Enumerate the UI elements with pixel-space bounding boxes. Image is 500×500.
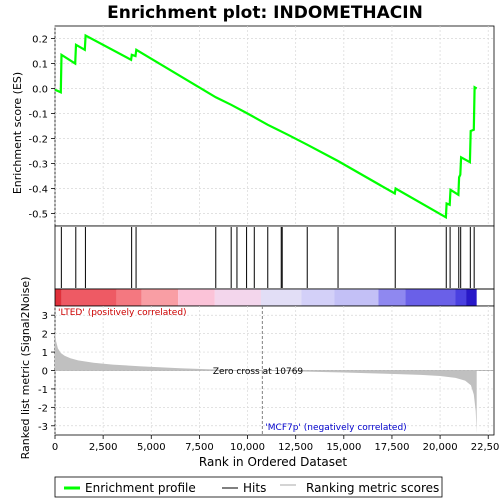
colorbar-segment: [334, 289, 379, 306]
colorbar-segment: [178, 289, 215, 306]
x-tick-label: 0: [52, 442, 58, 453]
colorbar-segment: [55, 289, 62, 306]
positive-correlation-label: 'LTED' (positively correlated): [58, 308, 187, 318]
x-tick-label: 15,000: [326, 442, 361, 453]
legend: Enrichment profile Hits Ranking metric s…: [54, 476, 443, 498]
metric-y-tick-label: 2: [42, 330, 48, 341]
hits-marks: [60, 227, 475, 288]
es-y-tick-label: -0.3: [28, 160, 48, 171]
x-tick-label: 2,500: [89, 442, 118, 453]
colorbar-segment: [455, 289, 467, 306]
negative-correlation-label: 'MCF7p' (negatively correlated): [265, 423, 406, 433]
chart-title: Enrichment plot: INDOMETHACIN: [107, 3, 423, 23]
es-y-tick-label: -0.4: [28, 185, 48, 196]
x-tick-label: 12,500: [278, 442, 313, 453]
colorbar-segment: [405, 289, 456, 306]
hits-panel: [54, 225, 495, 290]
colorbar-segment: [466, 289, 477, 306]
x-axis-label: Rank in Ordered Dataset: [199, 455, 347, 469]
colorbar-segment: [61, 289, 117, 306]
legend-frame: [54, 476, 443, 498]
colorbar-segment: [116, 289, 142, 306]
enrichment-profile-line: [54, 33, 478, 220]
es-panel-frame: [54, 25, 495, 227]
es-y-tick-label: 0.1: [32, 60, 48, 71]
metric-y-tick-label: 3: [42, 311, 48, 322]
metric-y-tick-label: 0: [42, 367, 48, 378]
es-y-ticks: 0.2 0.1 0.0 -0.1 -0.2 -0.3 -0.4 -0.5: [28, 35, 55, 221]
legend-label-metric: Ranking metric scores: [306, 481, 439, 495]
es-y-tick-label: -0.2: [28, 135, 48, 146]
x-tick-label: 5,000: [137, 442, 166, 453]
colorbar-segment: [378, 289, 406, 306]
x-tick-label: 20,000: [423, 442, 458, 453]
es-y-tick-label: 0.2: [32, 35, 48, 46]
colorbar-segment: [301, 289, 335, 306]
colorbar-panel: [54, 288, 495, 307]
metric-y-axis-label: Ranked list metric (Signal2Noise): [19, 277, 32, 460]
metric-y-tick-label: -3: [38, 422, 48, 433]
es-y-tick-label: -0.1: [28, 110, 48, 121]
metric-y-tick-label: -2: [38, 403, 48, 414]
es-panel: 0.2 0.1 0.0 -0.1 -0.2 -0.3 -0.4 -0.5 Enrichment…: [11, 25, 495, 227]
metric-panel: 3 2 1 0 -1 -2 -3 0 2,500 5,000 7,500 10,000 12,500 1…: [19, 277, 500, 469]
colorbar-segment: [214, 289, 262, 306]
metric-y-tick-label: 1: [42, 348, 48, 359]
es-y-tick-label: 0.0: [32, 85, 48, 96]
es-y-tick-label: -0.5: [28, 210, 48, 221]
x-tick-label: 7,500: [185, 442, 214, 453]
x-tick-label: 10,000: [230, 442, 265, 453]
colorbar-segment: [141, 289, 179, 306]
es-y-axis-label: Enrichment score (ES): [11, 72, 24, 194]
colorbar-segment: [261, 289, 302, 306]
metric-y-ticks: 3 2 1 0 -1 -2 -3: [38, 311, 55, 433]
legend-label-enrichment: Enrichment profile: [85, 481, 196, 495]
ranked-list-colorbar: [55, 289, 477, 306]
metric-x-ticks: 0 2,500 5,000 7,500 10,000 12,500 15,000 17,500…: [52, 435, 500, 453]
es-gridlines: [54, 26, 494, 226]
x-tick-label: 17,500: [374, 442, 409, 453]
legend-label-hits: Hits: [243, 481, 266, 495]
hits-panel-frame: [54, 225, 495, 290]
zero-cross-label: Zero cross at 10769: [213, 367, 304, 377]
x-tick-label: 22,500: [471, 442, 500, 453]
metric-y-tick-label: -1: [38, 385, 48, 396]
